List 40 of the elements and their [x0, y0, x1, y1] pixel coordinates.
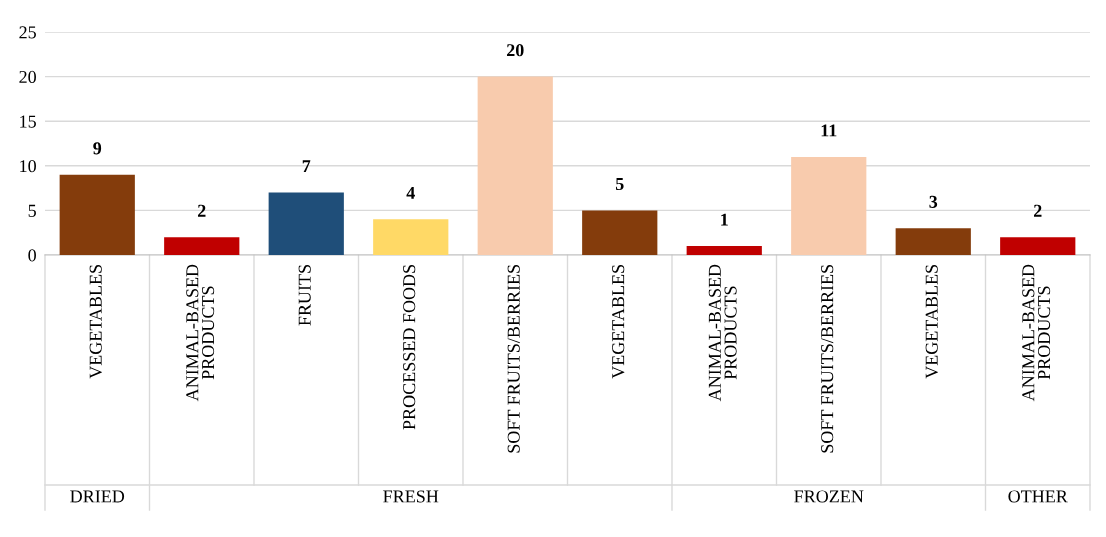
data-label: 5 — [615, 178, 624, 191]
x-tick-label: PROCESSED FOODS — [403, 265, 416, 430]
data-label: 3 — [929, 195, 938, 208]
data-label: 1 — [721, 213, 728, 226]
bar — [791, 156, 867, 255]
y-tick-label: 0 — [28, 249, 36, 262]
bar — [582, 210, 658, 255]
data-label: 7 — [302, 160, 311, 173]
bar — [1000, 237, 1076, 255]
y-tick-label: 20 — [19, 70, 36, 84]
text: FROZEN — [794, 490, 864, 503]
text: OTHER — [1008, 490, 1068, 503]
bar — [164, 237, 240, 255]
text: DRIED — [70, 490, 125, 503]
bar — [686, 246, 762, 255]
x-tick-label: VEGETABLES — [925, 265, 938, 379]
bar — [895, 228, 971, 255]
x-tick-label: FRUITS — [298, 265, 311, 326]
data-label: 2 — [198, 204, 206, 217]
x-tick-label: ANIMAL-BASED PRODUCTS — [186, 264, 215, 402]
data-label: 11 — [821, 124, 837, 137]
x-tick-label: VEGETABLES — [89, 265, 102, 379]
y-tick-label: 5 — [28, 204, 36, 217]
x-tick-label: SOFT FRUITS/BERRIES — [821, 265, 834, 453]
text: FRESH — [383, 490, 439, 503]
data-label: 4 — [406, 186, 415, 199]
bar — [59, 174, 135, 255]
x-tick-label: SOFT FRUITS/BERRIES — [507, 265, 520, 453]
data-label: 2 — [1033, 204, 1042, 217]
x-tick-label: ANIMAL-BASED PRODUCTS — [1022, 264, 1051, 402]
x-tick-label: ANIMAL-BASED PRODUCTS — [708, 264, 737, 402]
bar — [477, 76, 553, 255]
y-tick-label: 15 — [20, 115, 36, 128]
bar — [373, 219, 449, 255]
bar — [268, 192, 344, 255]
data-label: 20 — [506, 44, 524, 57]
y-tick-label: 10 — [20, 160, 36, 173]
data-label: 9 — [93, 142, 102, 155]
x-tick-label: VEGETABLES — [612, 265, 625, 379]
y-tick-label: 25 — [19, 26, 36, 39]
